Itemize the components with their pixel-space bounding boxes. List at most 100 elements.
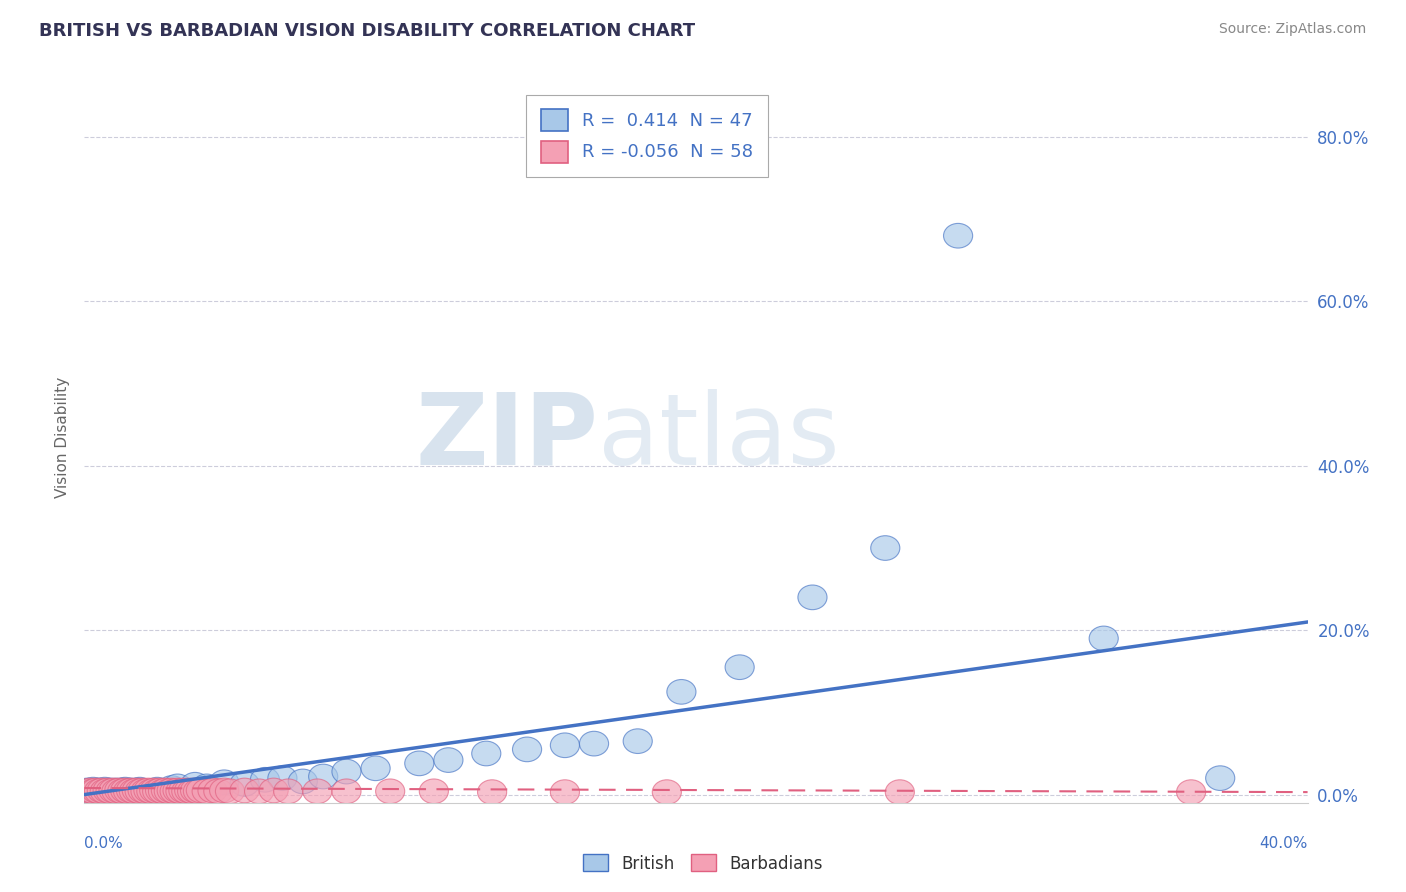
- Ellipse shape: [87, 778, 117, 803]
- Ellipse shape: [886, 780, 914, 805]
- Ellipse shape: [215, 779, 245, 804]
- Text: 0.0%: 0.0%: [84, 836, 124, 851]
- Ellipse shape: [198, 778, 228, 803]
- Ellipse shape: [98, 779, 128, 804]
- Ellipse shape: [1206, 766, 1234, 790]
- Ellipse shape: [108, 778, 136, 803]
- Ellipse shape: [193, 774, 221, 798]
- Ellipse shape: [96, 779, 125, 804]
- Ellipse shape: [652, 780, 682, 805]
- Ellipse shape: [405, 751, 434, 776]
- Ellipse shape: [139, 778, 169, 803]
- Ellipse shape: [870, 536, 900, 560]
- Ellipse shape: [174, 778, 204, 803]
- Ellipse shape: [172, 779, 201, 804]
- Ellipse shape: [725, 655, 754, 680]
- Legend: British, Barbadians: British, Barbadians: [576, 847, 830, 880]
- Ellipse shape: [82, 779, 111, 804]
- Ellipse shape: [513, 737, 541, 762]
- Text: atlas: atlas: [598, 389, 839, 485]
- Ellipse shape: [134, 778, 163, 803]
- Ellipse shape: [152, 778, 180, 803]
- Ellipse shape: [180, 772, 209, 797]
- Text: 40.0%: 40.0%: [1260, 836, 1308, 851]
- Ellipse shape: [122, 778, 152, 803]
- Ellipse shape: [177, 779, 207, 804]
- Ellipse shape: [111, 778, 139, 803]
- Ellipse shape: [666, 680, 696, 704]
- Ellipse shape: [76, 778, 104, 803]
- Ellipse shape: [1090, 626, 1118, 651]
- Ellipse shape: [128, 778, 157, 803]
- Ellipse shape: [183, 779, 212, 804]
- Ellipse shape: [104, 779, 134, 804]
- Ellipse shape: [82, 778, 111, 803]
- Ellipse shape: [117, 778, 146, 803]
- Ellipse shape: [73, 778, 101, 803]
- Ellipse shape: [155, 779, 183, 804]
- Ellipse shape: [332, 759, 361, 784]
- Ellipse shape: [231, 778, 259, 803]
- Y-axis label: Vision Disability: Vision Disability: [55, 376, 70, 498]
- Ellipse shape: [114, 779, 142, 804]
- Ellipse shape: [125, 779, 155, 804]
- Ellipse shape: [128, 779, 157, 804]
- Ellipse shape: [550, 780, 579, 805]
- Ellipse shape: [245, 779, 274, 804]
- Ellipse shape: [93, 778, 122, 803]
- Ellipse shape: [146, 778, 174, 803]
- Ellipse shape: [93, 779, 122, 804]
- Ellipse shape: [79, 777, 108, 802]
- Ellipse shape: [579, 731, 609, 756]
- Ellipse shape: [160, 779, 190, 804]
- Ellipse shape: [136, 779, 166, 804]
- Ellipse shape: [332, 779, 361, 804]
- Ellipse shape: [96, 778, 125, 803]
- Ellipse shape: [142, 777, 172, 802]
- Ellipse shape: [73, 779, 101, 804]
- Ellipse shape: [209, 770, 239, 795]
- Ellipse shape: [550, 733, 579, 757]
- Ellipse shape: [943, 223, 973, 248]
- Ellipse shape: [90, 777, 120, 802]
- Ellipse shape: [76, 779, 104, 804]
- Text: ZIP: ZIP: [415, 389, 598, 485]
- Ellipse shape: [120, 779, 149, 804]
- Legend: R =  0.414  N = 47, R = -0.056  N = 58: R = 0.414 N = 47, R = -0.056 N = 58: [526, 95, 768, 177]
- Ellipse shape: [163, 774, 193, 798]
- Ellipse shape: [166, 779, 195, 804]
- Ellipse shape: [117, 778, 146, 803]
- Ellipse shape: [361, 756, 391, 780]
- Ellipse shape: [157, 778, 186, 803]
- Ellipse shape: [157, 776, 186, 800]
- Ellipse shape: [419, 779, 449, 804]
- Ellipse shape: [131, 779, 160, 804]
- Ellipse shape: [309, 764, 337, 789]
- Ellipse shape: [250, 767, 280, 792]
- Ellipse shape: [274, 779, 302, 804]
- Ellipse shape: [434, 747, 463, 772]
- Ellipse shape: [122, 778, 152, 803]
- Ellipse shape: [101, 778, 131, 803]
- Ellipse shape: [478, 780, 506, 805]
- Ellipse shape: [186, 778, 215, 803]
- Ellipse shape: [302, 779, 332, 804]
- Ellipse shape: [209, 778, 239, 803]
- Ellipse shape: [104, 778, 134, 803]
- Ellipse shape: [288, 769, 318, 794]
- Ellipse shape: [79, 779, 108, 804]
- Ellipse shape: [149, 779, 177, 804]
- Ellipse shape: [259, 778, 288, 803]
- Text: BRITISH VS BARBADIAN VISION DISABILITY CORRELATION CHART: BRITISH VS BARBADIAN VISION DISABILITY C…: [39, 22, 696, 40]
- Ellipse shape: [84, 778, 114, 803]
- Ellipse shape: [114, 779, 142, 804]
- Ellipse shape: [799, 585, 827, 609]
- Ellipse shape: [163, 778, 193, 803]
- Ellipse shape: [142, 779, 172, 804]
- Ellipse shape: [472, 741, 501, 766]
- Ellipse shape: [108, 779, 136, 804]
- Ellipse shape: [87, 779, 117, 804]
- Ellipse shape: [84, 779, 114, 804]
- Ellipse shape: [623, 729, 652, 754]
- Ellipse shape: [204, 779, 233, 804]
